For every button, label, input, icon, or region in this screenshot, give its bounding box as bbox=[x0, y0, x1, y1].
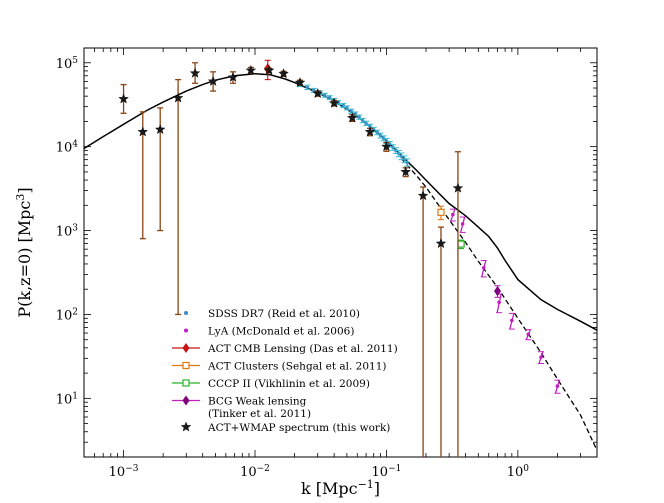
legend-marker bbox=[184, 311, 188, 315]
series-5 bbox=[493, 285, 502, 298]
cccp-point bbox=[457, 240, 465, 248]
legend-entry-2: ACT CMB Lensing (Das et al. 2011) bbox=[172, 342, 398, 355]
sdss-point bbox=[312, 88, 316, 92]
legend-label: ACT CMB Lensing (Das et al. 2011) bbox=[207, 343, 398, 355]
lya-point bbox=[481, 265, 486, 270]
y-tick-label: 105 bbox=[56, 56, 79, 72]
model-solid-line bbox=[83, 72, 598, 331]
actwmap-point bbox=[118, 93, 129, 104]
legend-entry-6: ACT+WMAP spectrum (this work) bbox=[180, 421, 390, 434]
actwmap-point bbox=[172, 92, 184, 103]
x-tick-label: 100 bbox=[507, 464, 530, 480]
actwmap-point bbox=[364, 126, 376, 137]
actwmap-point bbox=[452, 182, 464, 193]
sdss-point bbox=[405, 160, 409, 165]
lya-point bbox=[555, 384, 560, 388]
legend-entry-0: SDSS DR7 (Reid et al. 2010) bbox=[184, 308, 360, 320]
plot-frame bbox=[83, 47, 598, 458]
sdss-point bbox=[364, 121, 368, 125]
y-tick-label: 103 bbox=[56, 224, 79, 240]
legend-marker bbox=[182, 342, 190, 354]
actwmap-point bbox=[189, 67, 201, 78]
series-0 bbox=[297, 82, 411, 167]
y-tick-label: 101 bbox=[56, 391, 78, 407]
series-1 bbox=[449, 208, 561, 394]
actwmap-point bbox=[154, 123, 166, 135]
lya-point bbox=[539, 355, 543, 359]
actwmap-point bbox=[328, 97, 340, 108]
legend-marker bbox=[182, 395, 190, 406]
x-tick-label: 10−1 bbox=[372, 464, 402, 480]
legend-marker bbox=[182, 379, 190, 387]
sdss-point bbox=[323, 93, 327, 97]
legend-label: (Tinker et al. 2011) bbox=[208, 408, 311, 420]
x-tick-label: 10−2 bbox=[240, 464, 270, 480]
legend-marker bbox=[180, 421, 192, 432]
legend-marker bbox=[184, 328, 188, 333]
legend-label: LyA (McDonald et al. 2006) bbox=[208, 326, 354, 338]
actwmap-point bbox=[207, 75, 219, 86]
legend-label: ACT Clusters (Sehgal et al. 2011) bbox=[207, 361, 387, 373]
actwmap-point bbox=[347, 112, 358, 123]
y-axis-label: P(k,z=0) [Mpc3] bbox=[14, 187, 35, 317]
legend-label: ACT+WMAP spectrum (this work) bbox=[207, 422, 390, 434]
legend-marker bbox=[182, 361, 190, 370]
tick-labels: 10−3 10−2 10−1 100 101 102 103 104 105 bbox=[56, 56, 530, 480]
data-points bbox=[118, 59, 561, 457]
legend: SDSS DR7 (Reid et al. 2010) LyA (McDonald… bbox=[172, 308, 398, 434]
axis-ticks bbox=[83, 48, 598, 458]
actwmap-point bbox=[417, 190, 429, 201]
series-4 bbox=[457, 239, 465, 250]
legend-entry-4: CCCP II (Vikhlinin et al. 2009) bbox=[172, 378, 370, 390]
actwmap-point bbox=[381, 141, 392, 152]
actwmap-point bbox=[278, 68, 289, 79]
actwmap-point bbox=[245, 64, 257, 75]
actwmap-point bbox=[263, 64, 275, 75]
series-6 bbox=[118, 62, 464, 457]
sdss-point bbox=[305, 85, 310, 90]
legend-entry-3: ACT Clusters (Sehgal et al. 2011) bbox=[172, 361, 387, 373]
model-dashed-line bbox=[400, 158, 598, 451]
lya-point bbox=[497, 300, 501, 305]
y-tick-label: 104 bbox=[56, 140, 79, 156]
actwmap-point bbox=[400, 166, 411, 177]
y-tick-label: 102 bbox=[56, 307, 78, 323]
sdss-point bbox=[327, 95, 332, 100]
sdss-point bbox=[349, 109, 353, 113]
lya-point bbox=[460, 222, 465, 226]
actwmap-point bbox=[435, 237, 447, 249]
x-axis-label: k [Mpc−1] bbox=[301, 478, 380, 499]
legend-label: BCG Weak lensing bbox=[208, 396, 307, 408]
x-tick-label: 10−3 bbox=[109, 464, 139, 480]
actwmap-point bbox=[294, 77, 306, 88]
lya-point bbox=[451, 212, 455, 217]
actwmap-point bbox=[312, 87, 324, 99]
legend-label: CCCP II (Vikhlinin et al. 2009) bbox=[208, 378, 370, 390]
legend-entry-1: LyA (McDonald et al. 2006) bbox=[184, 326, 354, 338]
legend-label: SDSS DR7 (Reid et al. 2010) bbox=[208, 308, 360, 320]
actwmap-point bbox=[227, 71, 239, 82]
act-clusters-point bbox=[437, 208, 445, 216]
series-3 bbox=[437, 205, 445, 221]
legend-entry-5: BCG Weak lensing(Tinker et al. 2011) bbox=[172, 395, 311, 420]
bcg-point bbox=[493, 286, 502, 297]
lya-point bbox=[526, 332, 531, 337]
lya-point bbox=[510, 318, 514, 323]
actwmap-point bbox=[137, 126, 149, 137]
sdss-point bbox=[345, 106, 349, 110]
